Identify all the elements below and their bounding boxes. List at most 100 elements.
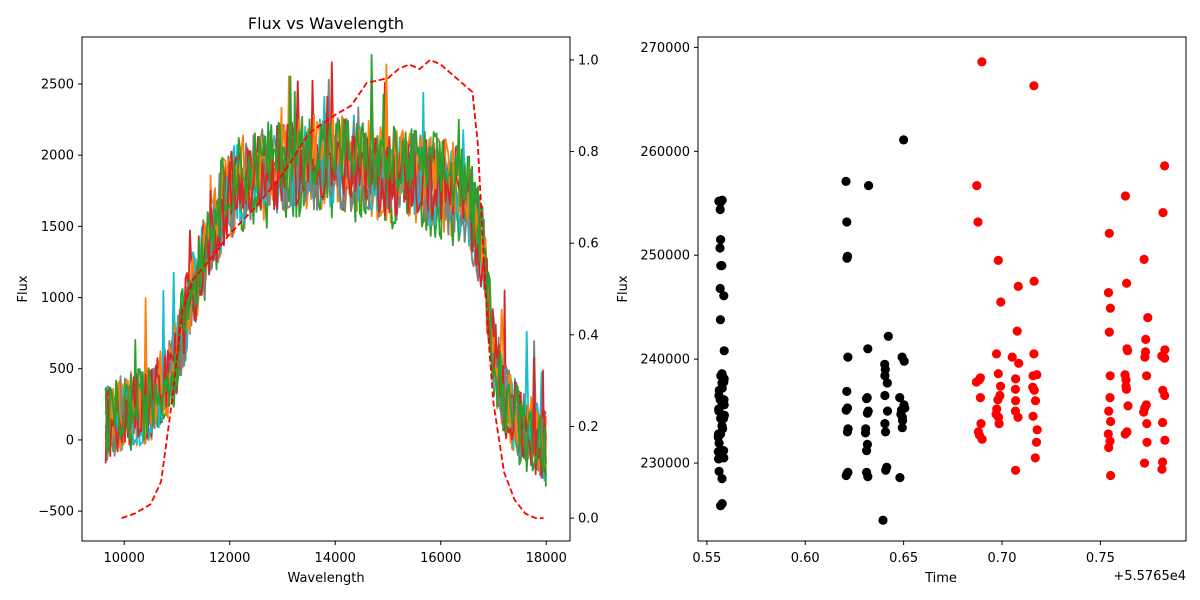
data-point — [993, 369, 1003, 379]
y-tick-label: 0 — [66, 433, 74, 448]
data-point — [996, 381, 1006, 391]
data-point — [1120, 191, 1130, 201]
data-point — [977, 57, 987, 67]
y-tick-label: 260000 — [640, 145, 690, 160]
data-point — [1029, 276, 1039, 286]
data-point — [993, 255, 1003, 265]
y-tick-label: −500 — [38, 505, 74, 520]
chart-title: Flux vs Wavelength — [248, 14, 404, 33]
data-point — [883, 331, 893, 341]
y-tick-label: 1000 — [41, 291, 74, 306]
x-axis-ticks: 10000 12000 14000 16000 18000 — [104, 541, 567, 566]
data-point — [1139, 407, 1149, 417]
data-point — [895, 393, 905, 403]
y-tick-label: 2500 — [41, 77, 74, 92]
data-point — [1029, 349, 1039, 359]
data-point — [994, 419, 1004, 429]
y-tick-label: 2000 — [41, 149, 74, 164]
x-tick-label: 10000 — [104, 551, 145, 566]
data-point — [880, 390, 890, 401]
data-point — [1139, 254, 1149, 264]
secondary-y-axis-ticks: 0.0 0.2 0.4 0.6 0.8 1.0 — [570, 53, 599, 527]
data-point — [973, 217, 983, 227]
data-point — [1158, 208, 1168, 218]
data-point — [843, 352, 853, 362]
data-point — [898, 415, 908, 426]
data-point — [863, 344, 873, 354]
data-point — [860, 428, 871, 438]
x-axis-offset-label: +5.5765e4 — [1113, 569, 1186, 584]
data-point — [1143, 313, 1153, 323]
y-axis-label: Flux — [16, 275, 31, 302]
x-tick-label: 0.75 — [1086, 551, 1115, 566]
data-point — [880, 419, 890, 429]
data-point — [1142, 437, 1152, 447]
x-axis-label: Time — [924, 571, 957, 586]
data-point — [1028, 411, 1038, 421]
y-tick-label: 1500 — [41, 220, 74, 235]
data-point — [719, 374, 729, 384]
data-point — [841, 176, 851, 186]
data-point — [842, 403, 853, 413]
data-point — [899, 135, 909, 145]
data-point — [1104, 327, 1114, 337]
data-point — [1013, 412, 1023, 422]
data-point — [1120, 429, 1130, 439]
spectrum-line — [104, 54, 547, 477]
data-point — [1142, 419, 1152, 429]
x-axis-ticks: 0.55 0.60 0.65 0.70 0.75 — [692, 541, 1115, 566]
data-point — [1105, 371, 1115, 381]
data-point — [1105, 303, 1115, 313]
data-point — [719, 446, 729, 456]
y-axis-ticks: −500 0 500 1000 1500 2000 2500 — [38, 77, 82, 520]
data-point — [1140, 352, 1150, 362]
data-point — [716, 235, 726, 245]
data-point — [975, 393, 986, 403]
data-point — [977, 434, 987, 444]
data-point — [843, 467, 853, 477]
y2-tick-label: 0.4 — [578, 328, 599, 343]
data-point — [1157, 464, 1167, 474]
data-point — [1011, 396, 1021, 406]
scatter-points — [713, 57, 1170, 525]
data-point — [1106, 416, 1116, 427]
y-tick-label: 230000 — [640, 457, 690, 472]
data-point — [1105, 393, 1115, 403]
data-point — [882, 378, 892, 388]
data-point — [717, 474, 727, 484]
data-point — [1104, 228, 1114, 238]
data-point — [863, 472, 873, 482]
data-point — [1123, 401, 1133, 411]
x-tick-label: 0.70 — [988, 551, 1017, 566]
data-point — [899, 356, 909, 366]
data-point — [1104, 442, 1114, 453]
data-point — [1103, 288, 1114, 298]
data-point — [716, 429, 726, 439]
y2-tick-label: 0.2 — [578, 420, 599, 435]
y-tick-label: 240000 — [640, 353, 690, 368]
data-point — [1121, 375, 1131, 385]
y2-tick-label: 1.0 — [578, 53, 599, 68]
data-point — [878, 515, 888, 525]
data-point — [842, 427, 853, 437]
data-point — [1139, 458, 1150, 468]
x-tick-label: 0.60 — [791, 551, 820, 566]
data-point — [972, 181, 982, 191]
x-axis-label: Wavelength — [287, 571, 364, 586]
data-point — [1158, 457, 1168, 467]
data-point — [715, 243, 725, 253]
data-point — [895, 473, 905, 483]
x-tick-label: 14000 — [315, 551, 356, 566]
data-point — [1032, 370, 1042, 380]
spectrum-line — [104, 95, 547, 479]
x-tick-label: 12000 — [209, 551, 250, 566]
data-point — [897, 423, 907, 433]
data-point — [880, 371, 890, 381]
x-tick-label: 16000 — [420, 551, 461, 566]
y2-tick-label: 0.8 — [578, 145, 599, 160]
data-point — [719, 413, 729, 423]
x-tick-label: 0.55 — [692, 551, 721, 566]
data-point — [1123, 346, 1133, 356]
data-point — [1121, 384, 1131, 394]
data-point — [880, 427, 891, 437]
